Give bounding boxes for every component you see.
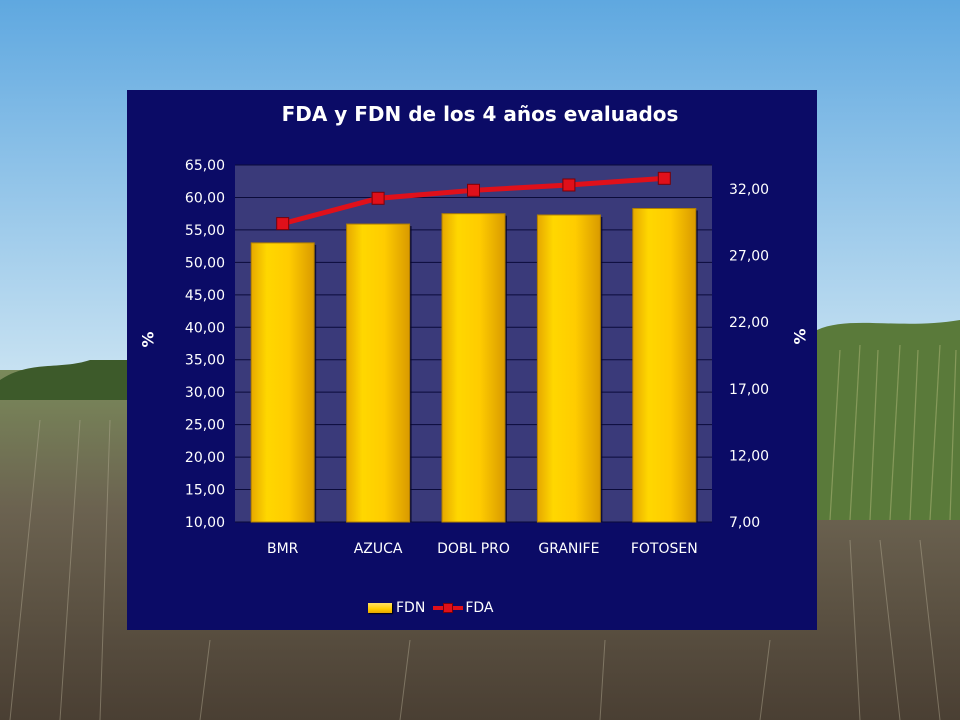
y-left-tick-label: 60,00: [185, 190, 225, 206]
y-right-tick-label: 27,00: [729, 249, 769, 265]
legend-label-fdn: FDN: [396, 600, 426, 616]
y-left-tick-label: 40,00: [185, 320, 225, 336]
y-right-tick-label: 7,00: [729, 515, 760, 531]
legend-item-fdn: FDN: [368, 600, 425, 616]
bar-fdn: [632, 207, 697, 523]
y-left-tick-label: 55,00: [185, 223, 225, 239]
y-left-tick-label: 45,00: [185, 288, 225, 304]
y-left-tick-label: 30,00: [185, 385, 225, 401]
point-fda: [371, 191, 385, 205]
legend-swatch-fda: [433, 601, 464, 615]
x-tick-label: DOBL PRO: [437, 541, 510, 557]
y-left-tick-label: 10,00: [185, 515, 225, 531]
y-left-tick-label: 65,00: [185, 158, 225, 174]
bar-fdn: [441, 213, 506, 523]
y-axis-left-label: %: [138, 331, 158, 348]
chart-legend: FDN FDA: [368, 600, 501, 616]
y-left-tick-label: 25,00: [185, 418, 225, 434]
legend-label-fda: FDA: [465, 600, 494, 616]
y-right-tick-label: 22,00: [729, 315, 769, 331]
y-axis-right-label: %: [790, 328, 810, 345]
point-fda: [562, 178, 576, 192]
y-right-tick-label: 12,00: [729, 448, 769, 464]
x-tick-label: AZUCA: [354, 541, 403, 557]
point-fda: [276, 217, 290, 231]
y-right-tick-label: 17,00: [729, 382, 769, 398]
y-left-tick-label: 20,00: [185, 450, 225, 466]
x-tick-label: FOTOSEN: [631, 541, 698, 557]
x-tick-label: GRANIFE: [538, 541, 599, 557]
bar-fdn: [346, 223, 411, 523]
legend-item-fda: FDA: [433, 600, 493, 616]
y-right-tick-label: 32,00: [729, 182, 769, 198]
y-left-tick-label: 35,00: [185, 353, 225, 369]
chart-title: FDA y FDN de los 4 años evaluados: [281, 102, 679, 126]
y-left-tick-label: 50,00: [185, 255, 225, 271]
point-fda: [657, 171, 671, 185]
bar-fdn: [250, 242, 315, 523]
x-tick-label: BMR: [267, 541, 299, 557]
y-left-tick-label: 15,00: [185, 483, 225, 499]
legend-swatch-fdn: [368, 603, 392, 613]
bar-fdn: [536, 214, 601, 523]
point-fda: [467, 183, 480, 197]
